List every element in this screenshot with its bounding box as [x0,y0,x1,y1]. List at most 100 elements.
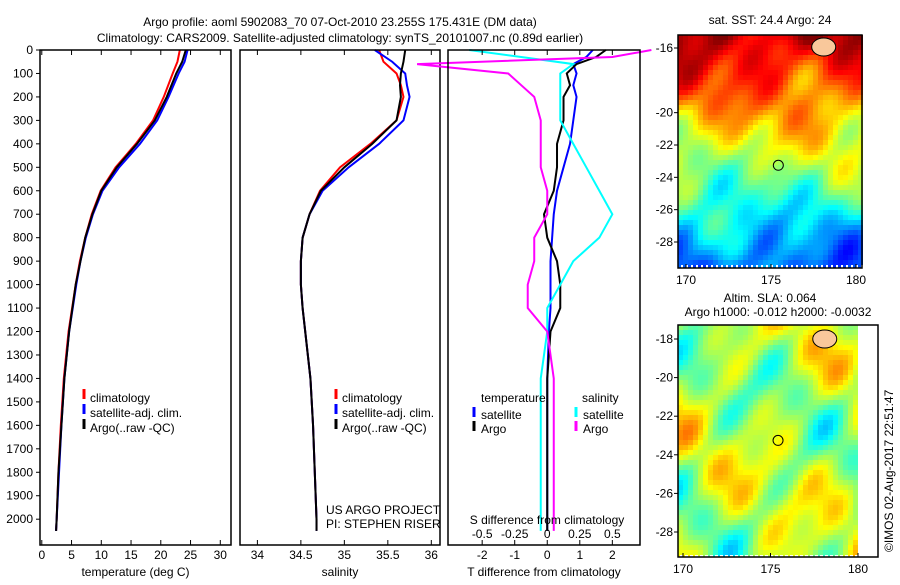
map-cell [843,260,848,265]
map-cell [723,100,728,105]
map-cell [843,255,848,260]
map-cell [833,150,838,155]
map-cell [793,555,795,557]
map-cell [708,430,713,435]
legend-label: satellite-adj. clim. [90,406,182,420]
map-cell [768,135,773,140]
map-cell [848,235,853,240]
map-cell [788,85,793,90]
map-cell [783,415,788,420]
map-cell [813,440,818,445]
map-cell [808,370,813,375]
map-cell [723,535,728,540]
map-cell [703,445,708,450]
map-cell [758,230,763,235]
y-tick-label: 800 [13,231,33,245]
map-cell [738,65,743,70]
map-cell [683,400,688,405]
map-cell [743,355,748,360]
map-cell [683,355,688,360]
map-cell [748,325,753,330]
map-cell [748,95,753,100]
map-cell [743,220,748,225]
map-cell [813,555,815,557]
map-cell [778,105,783,110]
map-cell [698,545,703,550]
map-cell [693,85,698,90]
map-cell [808,365,813,370]
map-cell [818,530,823,535]
map-cell [838,170,843,175]
map-cell [743,35,748,40]
y-tick-label: 1900 [6,489,33,503]
map-cell [678,555,680,557]
map-cell [808,185,813,190]
map-cell [693,375,698,380]
map-cell [853,45,858,50]
map-cell [808,440,813,445]
map-cell [708,90,713,95]
map-cell [723,330,728,335]
map-cell [808,165,813,170]
map-cell [798,425,803,430]
map-cell [738,445,743,450]
map-cell [693,500,698,505]
map-cell [853,150,858,155]
map-cell [853,75,858,80]
map-cell [723,165,728,170]
map-cell [743,340,748,345]
map-cell [758,480,763,485]
map-cell [803,225,808,230]
map-cell [828,475,833,480]
map-cell [763,130,768,135]
map-cell [703,110,708,115]
map-cell [708,335,713,340]
map-cell [813,435,818,440]
map-cell [798,180,803,185]
map-cell [723,360,728,365]
map-cell [693,230,698,235]
map-cell [833,95,838,100]
map-cell [783,155,788,160]
map-cell [748,150,753,155]
map-cell [738,230,743,235]
map-cell [743,470,748,475]
map-cell [713,540,718,545]
map-cell [798,530,803,535]
map-cell [853,485,858,490]
map-cell [783,440,788,445]
map-cell [778,185,783,190]
map-cell [843,100,848,105]
map-cell [743,230,748,235]
map-cell [803,345,808,350]
map-cell [713,510,718,515]
map-cell [698,375,703,380]
map-cell [758,195,763,200]
map-cell [758,210,763,215]
map-cell [763,65,768,70]
map-cell [858,175,863,180]
map-cell [783,435,788,440]
map-cell [723,530,728,535]
map-cell [843,410,848,415]
map-cell [703,220,708,225]
x-tick-label: 20 [154,548,168,562]
map-cell [813,250,818,255]
map-cell [708,525,713,530]
map-cell [768,35,773,40]
map-cell [728,505,733,510]
map-cell [743,145,748,150]
map-cell [743,175,748,180]
map-cell [688,235,693,240]
map-cell [733,190,738,195]
map-cell [813,75,818,80]
map-cell [708,340,713,345]
map-cell [688,540,693,545]
map-cell [783,120,788,125]
map-cell [728,425,733,430]
map-cell [848,100,853,105]
map-cell [708,460,713,465]
map-cell [788,150,793,155]
map-cell [768,150,773,155]
map-cell [738,360,743,365]
